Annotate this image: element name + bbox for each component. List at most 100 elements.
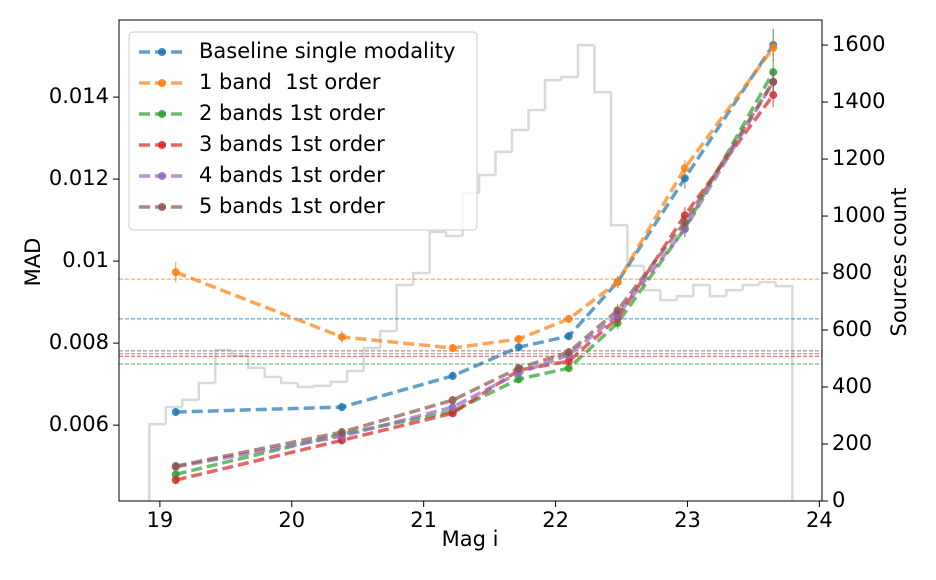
- marker: [680, 174, 689, 183]
- histogram-step: [247, 355, 265, 370]
- histogram-step: [362, 346, 381, 372]
- histogram-step: [593, 45, 611, 94]
- marker: [171, 268, 180, 277]
- y2-tick-label: 800: [832, 260, 872, 284]
- marker: [171, 408, 180, 417]
- marker: [613, 278, 622, 287]
- legend-marker: [158, 110, 166, 118]
- histogram-step: [477, 173, 496, 193]
- x-axis-label: Mag i: [442, 527, 499, 551]
- histogram-step: [510, 128, 529, 152]
- marker: [680, 164, 689, 173]
- x-tick-label: 20: [278, 508, 305, 532]
- histogram-step: [164, 405, 183, 425]
- marker: [564, 332, 573, 341]
- marker: [337, 428, 346, 437]
- histogram-step: [609, 92, 628, 227]
- legend-label: 3 bands 1st order: [199, 132, 385, 156]
- y2-tick-label: 1600: [832, 32, 885, 56]
- legend-label: Baseline single modality: [199, 39, 455, 63]
- marker: [171, 476, 180, 485]
- histogram-step: [675, 294, 694, 301]
- histogram-step: [329, 380, 348, 386]
- histogram-step: [659, 290, 677, 302]
- y-tick-label: 0.012: [49, 166, 109, 190]
- series-line: [175, 44, 775, 414]
- y-tick-label: 0.014: [49, 84, 109, 108]
- histogram-step: [411, 271, 430, 286]
- y2-tick-label: 1200: [832, 146, 885, 170]
- marker: [564, 357, 573, 366]
- y2-tick-label: 0: [832, 488, 845, 512]
- histogram-step: [148, 422, 166, 501]
- legend-marker: [158, 203, 166, 211]
- marker: [564, 348, 573, 357]
- histogram-step: [494, 150, 513, 176]
- marker: [448, 371, 457, 380]
- legend-box: [128, 31, 478, 231]
- histogram-step: [296, 383, 315, 389]
- histogram-step: [543, 78, 562, 111]
- y2-tick-label: 200: [832, 431, 872, 455]
- histogram-step: [312, 384, 331, 388]
- histogram-step: [725, 288, 743, 297]
- x-tick-label: 19: [147, 508, 174, 532]
- series-line: [175, 46, 775, 350]
- histogram-step: [560, 75, 578, 81]
- y2-axis-label: Sources count: [887, 188, 911, 337]
- x-tick-label: 21: [410, 508, 437, 532]
- histogram-step: [279, 377, 298, 385]
- x-tick-label: 22: [542, 508, 569, 532]
- histogram-step: [197, 381, 216, 400]
- histogram-step: [692, 283, 710, 297]
- x-tick-label: 24: [806, 508, 833, 532]
- marker: [514, 375, 523, 384]
- marker: [769, 77, 778, 86]
- y2-tick-label: 600: [832, 317, 872, 341]
- histogram-step: [378, 329, 397, 348]
- histogram-step: [576, 43, 595, 77]
- series-line: [175, 81, 775, 469]
- y-tick-label: 0.01: [62, 248, 109, 272]
- marker: [337, 332, 346, 341]
- marker: [171, 470, 180, 479]
- marker: [613, 306, 622, 315]
- y2-tick-label: 1000: [832, 203, 885, 227]
- histogram-step: [345, 369, 364, 382]
- legend-label: 4 bands 1st order: [199, 163, 385, 187]
- legend-label: 2 bands 1st order: [199, 101, 385, 125]
- marker: [769, 43, 778, 52]
- series-line: [175, 94, 775, 482]
- marker: [337, 403, 346, 412]
- histogram-step: [444, 232, 463, 238]
- histogram-step: [214, 348, 232, 384]
- histogram-step: [774, 282, 794, 501]
- legend-marker: [158, 79, 166, 87]
- histogram-step: [181, 398, 199, 407]
- y-axis-label: MAD: [21, 238, 45, 287]
- plot-frame: [118, 19, 823, 502]
- marker: [448, 344, 457, 353]
- y-tick-label: 0.006: [49, 412, 109, 436]
- histogram-step: [741, 283, 760, 291]
- histogram-step: [263, 367, 282, 379]
- y2-tick-label: 400: [832, 374, 872, 398]
- histogram-step: [527, 108, 546, 130]
- legend-marker: [158, 48, 166, 56]
- histogram-step: [395, 283, 414, 332]
- marker: [680, 218, 689, 227]
- marker: [448, 403, 457, 412]
- y-tick-label: 0.008: [49, 330, 109, 354]
- x-tick-label: 23: [674, 508, 701, 532]
- histogram-step: [758, 280, 776, 286]
- marker: [514, 335, 523, 344]
- legend-label: 1 band 1st order: [199, 70, 381, 94]
- legend-marker: [158, 172, 166, 180]
- marker: [448, 409, 457, 418]
- legend-marker: [158, 141, 166, 149]
- marker: [171, 462, 180, 471]
- legend-label: 5 bands 1st order: [199, 194, 385, 218]
- marker: [564, 314, 573, 323]
- marker: [564, 364, 573, 373]
